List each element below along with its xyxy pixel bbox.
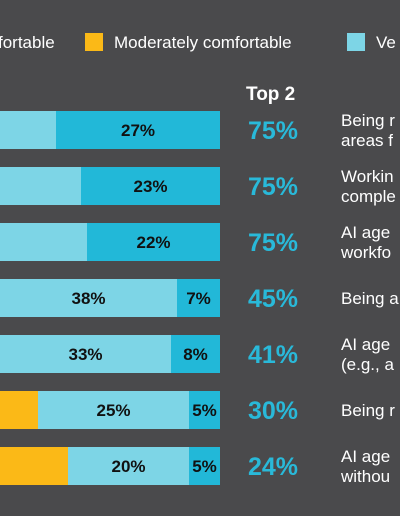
bar-segment-dark [189, 391, 220, 429]
top2-value: 45% [248, 285, 298, 313]
bar-segment-dark [81, 167, 220, 205]
row-statement-text: Being r [341, 111, 395, 130]
row-statement-text: AI age [341, 447, 390, 466]
bar-row: 33% 8% 41% AI age(e.g., a [0, 335, 394, 374]
bar-label-light: 25% [96, 401, 130, 420]
top2-value: 30% [248, 397, 298, 425]
top2-value: 75% [248, 117, 298, 145]
top2-header: Top 2 [246, 84, 295, 105]
bar-row: 38% 7% 45% Being a [0, 279, 399, 317]
row-statement-text: workfo [340, 243, 391, 262]
bar-segment-dark [171, 335, 220, 373]
bar-label-dark: 23% [133, 177, 167, 196]
bar-segment-light [38, 391, 189, 429]
bar-segment-light [0, 279, 177, 317]
legend-label: fortable [0, 33, 55, 52]
row-statement-text: areas f [341, 131, 393, 150]
row-statement-text: AI age [341, 335, 390, 354]
bar-segment-dark [56, 111, 220, 149]
legend: fortable Moderately comfortable Ve [0, 33, 396, 52]
top2-value: 75% [248, 229, 298, 257]
legend-swatch [85, 33, 103, 51]
bar-segment-moderately-comfortable [0, 391, 38, 429]
bar-label-light: 33% [68, 345, 102, 364]
top2-value: 75% [248, 173, 298, 201]
row-statement-text: Workin [341, 167, 394, 186]
row-statement-text: Being r [341, 401, 395, 420]
bar-segment-dark [189, 447, 220, 485]
bar-segment-light [0, 223, 87, 261]
bar-label-light: 20% [111, 457, 145, 476]
bar-segment-light [68, 447, 189, 485]
row-statement-text: Being a [341, 289, 399, 308]
top2-value: 24% [248, 453, 298, 481]
bar-label-dark: 5% [192, 401, 217, 420]
row-statement-text: (e.g., a [341, 355, 394, 374]
row-statement-text: comple [341, 187, 396, 206]
top2-value: 41% [248, 341, 298, 369]
bar-segment-dark [87, 223, 220, 261]
bar-label-light: 38% [71, 289, 105, 308]
bar-segment-dark [177, 279, 220, 317]
bar-segment-moderately-comfortable [0, 447, 68, 485]
bar-row: 25% 5% 30% Being r [0, 391, 395, 429]
bar-label-dark: 7% [186, 289, 211, 308]
bar-segment-light [0, 111, 56, 149]
bar-label-dark: 8% [183, 345, 208, 364]
legend-label: Ve [376, 33, 396, 52]
bar-label-dark: 27% [121, 121, 155, 140]
legend-label: Moderately comfortable [114, 33, 292, 52]
row-statement-text: withou [340, 467, 390, 486]
bar-segment-light [0, 335, 171, 373]
bar-segment-light [0, 167, 81, 205]
bar-label-dark: 22% [136, 233, 170, 252]
legend-swatch [347, 33, 365, 51]
bar-label-dark: 5% [192, 457, 217, 476]
row-statement-text: AI age [341, 223, 390, 242]
